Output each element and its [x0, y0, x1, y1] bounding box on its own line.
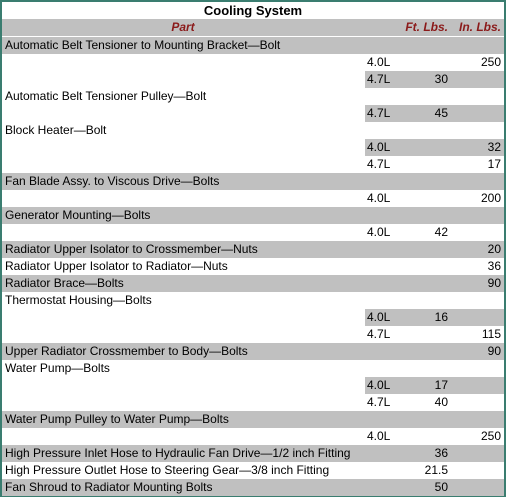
- in-lbs: 32: [487, 140, 501, 154]
- engine: 4.0L: [367, 225, 391, 239]
- table-row: 4.7L 17: [2, 156, 504, 173]
- table-row: Upper Radiator Crossmember to Body—Bolts…: [2, 343, 504, 360]
- in-lbs: 90: [487, 276, 501, 290]
- engine: 4.0L: [367, 140, 391, 154]
- in-lbs: 90: [487, 344, 501, 358]
- table-row: 4.7L 115: [2, 326, 504, 343]
- engine: 4.0L: [367, 191, 391, 205]
- table-row: High Pressure Inlet Hose to Hydraulic Fa…: [2, 445, 504, 462]
- engine: 4.7L: [367, 327, 391, 341]
- in-lbs: 250: [480, 55, 501, 69]
- row-shading: [2, 241, 504, 258]
- table-row: Water Pump—Bolts: [2, 360, 504, 377]
- column-header: Part: [171, 20, 195, 34]
- row-shading: [2, 411, 504, 428]
- header-row: Part Ft. Lbs. In. Lbs.: [2, 19, 504, 36]
- ft-lbs: 17: [434, 378, 448, 392]
- part-name: Radiator Upper Isolator to Crossmember—N…: [5, 242, 258, 256]
- part-name: Block Heater—Bolt: [5, 123, 107, 137]
- part-name: Thermostat Housing—Bolts: [5, 293, 152, 307]
- table-row: Generator Mounting—Bolts: [2, 207, 504, 224]
- in-lbs: 115: [481, 327, 501, 341]
- table-row: 4.0L 250: [2, 54, 504, 71]
- table-row: Thermostat Housing—Bolts: [2, 292, 504, 309]
- table-row: 4.0L 42: [2, 224, 504, 241]
- part-name: Fan Shroud to Radiator Mounting Bolts: [5, 480, 213, 494]
- ft-lbs: 40: [434, 395, 448, 409]
- row-shading: [365, 139, 504, 156]
- in-lbs: 36: [487, 259, 501, 273]
- row-shading: [365, 71, 504, 88]
- engine: 4.0L: [367, 429, 391, 443]
- engine: 4.0L: [367, 378, 391, 392]
- table-row: 4.7L 45: [2, 105, 504, 122]
- part-name: Automatic Belt Tensioner to Mounting Bra…: [5, 38, 281, 52]
- table-row: Automatic Belt Tensioner Pulley—Bolt: [2, 88, 504, 105]
- table-row: Radiator Upper Isolator to Radiator—Nuts…: [2, 258, 504, 275]
- table-row: High Pressure Outlet Hose to Steering Ge…: [2, 462, 504, 479]
- column-header: Ft. Lbs.: [405, 20, 448, 34]
- row-shading: [2, 445, 504, 462]
- ft-lbs: 36: [434, 446, 448, 460]
- part-name: Water Pump Pulley to Water Pump—Bolts: [5, 412, 229, 426]
- table-row: 4.0L 16: [2, 309, 504, 326]
- in-lbs: 20: [487, 242, 501, 256]
- table-row: Block Heater—Bolt: [2, 122, 504, 139]
- in-lbs: 250: [480, 429, 501, 443]
- table-row: 4.7L 40: [2, 394, 504, 411]
- part-name: High Pressure Inlet Hose to Hydraulic Fa…: [5, 446, 351, 460]
- ft-lbs: 21.5: [424, 463, 448, 477]
- row-shading: [2, 173, 504, 190]
- engine: 4.0L: [367, 55, 391, 69]
- engine: 4.7L: [367, 157, 391, 171]
- engine: 4.7L: [367, 395, 391, 409]
- row-shading: [2, 37, 504, 54]
- row-shading: [2, 479, 504, 496]
- row-shading: [365, 105, 504, 122]
- part-name: Upper Radiator Crossmember to Body—Bolts: [5, 344, 248, 358]
- part-name: High Pressure Outlet Hose to Steering Ge…: [5, 463, 330, 477]
- table-row: Fan Shroud to Radiator Mounting Bolts 50: [2, 479, 504, 496]
- table-row: Fan Blade Assy. to Viscous Drive—Bolts: [2, 173, 504, 190]
- row-shading: [365, 309, 504, 326]
- ft-lbs: 42: [434, 225, 448, 239]
- row-shading: [2, 207, 504, 224]
- table-title: Cooling System: [2, 2, 504, 20]
- column-header: In. Lbs.: [459, 20, 501, 34]
- table-row: 4.0L 200: [2, 190, 504, 207]
- ft-lbs: 45: [434, 106, 448, 120]
- in-lbs: 17: [487, 157, 501, 171]
- row-shading: [2, 275, 504, 292]
- ft-lbs: 30: [434, 72, 448, 86]
- table-row: 4.7L 30: [2, 71, 504, 88]
- part-name: Fan Blade Assy. to Viscous Drive—Bolts: [5, 174, 220, 188]
- table-row: Radiator Upper Isolator to Crossmember—N…: [2, 241, 504, 258]
- table-row: 4.0L 250: [2, 428, 504, 445]
- part-name: Automatic Belt Tensioner Pulley—Bolt: [5, 89, 207, 103]
- table-row: Radiator Brace—Bolts 90: [2, 275, 504, 292]
- engine: 4.7L: [367, 72, 391, 86]
- engine: 4.7L: [367, 106, 391, 120]
- part-name: Radiator Upper Isolator to Radiator—Nuts: [5, 259, 228, 273]
- table-row: 4.0L 32: [2, 139, 504, 156]
- in-lbs: 200: [480, 191, 501, 205]
- row-shading: [2, 343, 504, 360]
- row-shading: [365, 377, 504, 394]
- ft-lbs: 50: [434, 480, 448, 494]
- engine: 4.0L: [367, 310, 391, 324]
- part-name: Water Pump—Bolts: [5, 361, 110, 375]
- part-name: Generator Mounting—Bolts: [5, 208, 151, 222]
- table-row: Water Pump Pulley to Water Pump—Bolts: [2, 411, 504, 428]
- table-row: 4.0L 17: [2, 377, 504, 394]
- part-name: Radiator Brace—Bolts: [5, 276, 124, 290]
- ft-lbs: 16: [434, 310, 448, 324]
- table-row: Automatic Belt Tensioner to Mounting Bra…: [2, 37, 504, 54]
